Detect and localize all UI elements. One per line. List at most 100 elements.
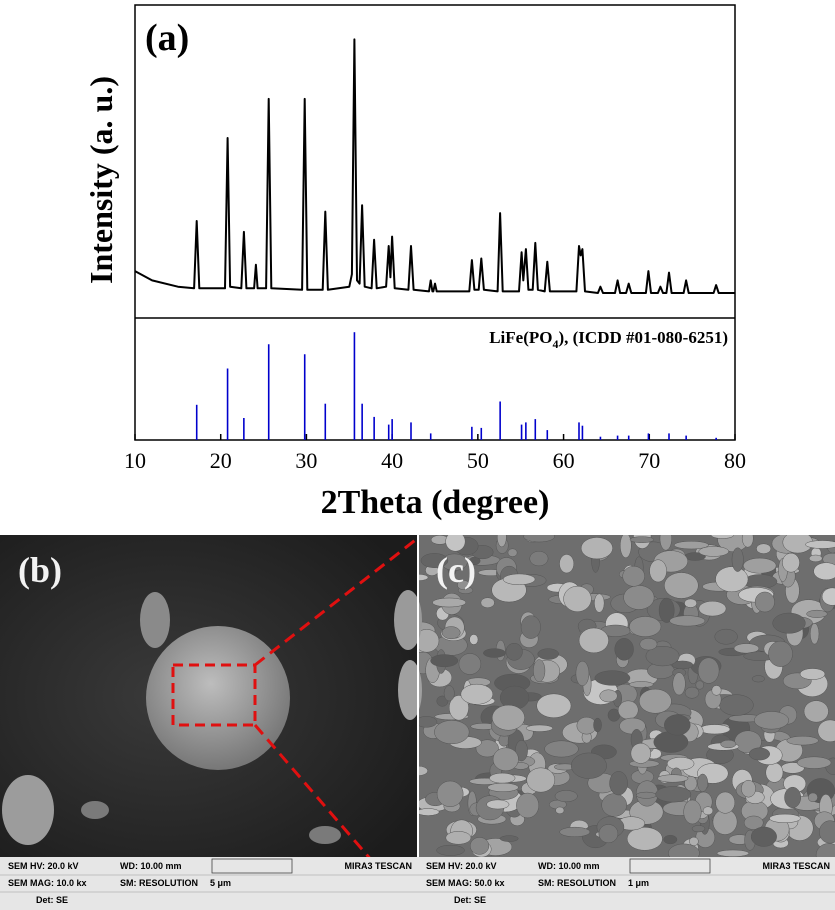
sem-info: SM: RESOLUTION — [120, 878, 198, 888]
sem-info: WD: 10.00 mm — [120, 861, 182, 871]
grain — [445, 831, 472, 845]
x-tick-label: 70 — [638, 448, 660, 473]
grain — [448, 695, 469, 721]
grain — [499, 835, 519, 842]
grain — [622, 565, 645, 587]
grain — [664, 714, 691, 736]
grain — [808, 554, 823, 563]
grain — [683, 799, 702, 825]
grain — [754, 711, 790, 730]
scale-bar — [629, 858, 711, 874]
grain — [751, 675, 765, 683]
grain — [748, 747, 770, 761]
grain — [525, 724, 553, 732]
grain — [460, 683, 494, 705]
grain — [443, 685, 455, 702]
grain — [668, 843, 700, 857]
grain — [666, 757, 695, 771]
grain — [673, 540, 709, 550]
grain — [578, 627, 609, 654]
grain — [659, 535, 672, 551]
x-tick-label: 40 — [381, 448, 403, 473]
grain — [630, 743, 652, 764]
info-bar — [0, 857, 835, 910]
grain — [750, 826, 777, 847]
sem-info: 1 μm — [628, 878, 649, 888]
grain — [645, 645, 680, 667]
grain — [434, 720, 470, 745]
grain — [601, 793, 627, 817]
grain — [653, 731, 689, 753]
x-tick-label: 80 — [724, 448, 746, 473]
x-tick-label: 10 — [124, 448, 146, 473]
grain — [516, 792, 540, 819]
grain — [594, 670, 631, 686]
reference-label-part: ), (ICDD #01-080-6251) — [558, 328, 728, 347]
grain — [626, 827, 663, 851]
panel-label: (a) — [145, 17, 189, 59]
grain — [468, 556, 481, 565]
grain — [614, 638, 634, 661]
grain — [733, 643, 760, 654]
sem-images: SEM HV: 20.0 kV WD: 10.00 mm MIRA3 TESCAN S… — [0, 535, 835, 910]
particle — [309, 826, 341, 844]
reference-label-sub: 4 — [552, 337, 558, 351]
grain — [418, 716, 438, 728]
zoom-box — [171, 663, 257, 727]
grain — [475, 739, 499, 758]
sem-info: MIRA3 TESCAN — [762, 861, 830, 871]
grain — [492, 747, 519, 772]
grain — [817, 719, 835, 743]
grain — [420, 553, 449, 568]
grain — [629, 681, 654, 688]
plot-frame — [134, 4, 736, 441]
grain — [691, 825, 706, 833]
grain — [731, 547, 744, 572]
grain — [570, 752, 607, 779]
grain — [629, 616, 662, 637]
grain — [598, 824, 619, 844]
grain — [743, 557, 777, 574]
reference-label: LiFe(PO4), (ICDD #01-080-6251) — [489, 328, 728, 351]
grain — [821, 587, 835, 606]
grain — [782, 552, 800, 573]
y-axis-label: Intensity (a. u.) — [83, 76, 119, 284]
grain — [555, 806, 565, 815]
grain — [507, 548, 518, 557]
grain — [819, 820, 835, 844]
grain — [458, 653, 482, 675]
grain — [554, 790, 578, 803]
sem-panel-label: (c) — [436, 550, 476, 590]
grain — [698, 546, 729, 557]
grain — [715, 791, 736, 814]
grain — [430, 654, 459, 668]
grain — [441, 626, 461, 640]
grain — [623, 585, 655, 610]
grain — [664, 572, 699, 599]
grain — [698, 600, 727, 617]
sem-info: Det: SE — [454, 895, 486, 905]
sem-info: Det: SE — [36, 895, 68, 905]
particle — [81, 801, 109, 819]
grain — [772, 612, 806, 634]
grain — [813, 562, 835, 581]
grain — [689, 836, 699, 846]
grain — [505, 642, 523, 661]
grain — [609, 771, 628, 796]
grain — [529, 551, 549, 567]
grain — [786, 735, 819, 746]
grain — [533, 659, 546, 682]
sem-info: SEM MAG: 10.0 kx — [8, 878, 87, 888]
sem-info: SEM HV: 20.0 kV — [426, 861, 497, 871]
grain — [805, 540, 835, 549]
sem-info: SEM MAG: 50.0 kx — [426, 878, 505, 888]
grain — [715, 566, 749, 593]
grain — [520, 615, 541, 639]
grain — [559, 554, 575, 574]
x-tick-label: 50 — [467, 448, 489, 473]
grain — [669, 615, 706, 627]
grain — [523, 535, 555, 543]
grain — [418, 629, 440, 653]
grain — [719, 694, 754, 716]
sem-panel-label: (b) — [18, 550, 62, 590]
